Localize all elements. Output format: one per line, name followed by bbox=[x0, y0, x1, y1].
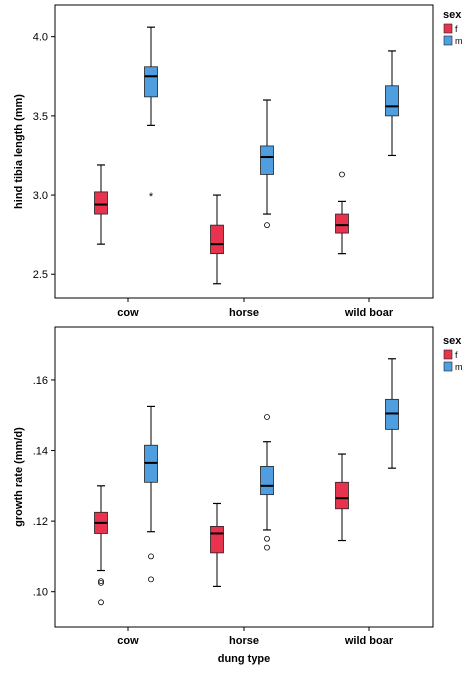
legend-entry-f: f bbox=[455, 24, 458, 34]
outlier-point bbox=[264, 222, 270, 229]
legend: sex fm bbox=[443, 335, 463, 372]
outlier-point bbox=[98, 578, 104, 585]
box-f-horse bbox=[210, 502, 224, 588]
y-tick-label: 3.5 bbox=[33, 111, 48, 123]
box-body bbox=[210, 224, 224, 255]
y-tick-label: .12 bbox=[33, 516, 48, 528]
y-tick-label: 4.0 bbox=[33, 32, 48, 44]
box-m-horse bbox=[260, 414, 274, 551]
outlier-point bbox=[98, 599, 104, 606]
box-body bbox=[94, 191, 108, 215]
outlier-point bbox=[264, 544, 270, 551]
box-m-wild-boar bbox=[385, 50, 399, 157]
y-axis-title: hind tibia length (mm) bbox=[13, 94, 25, 209]
y-tick-label: 3.0 bbox=[33, 190, 48, 202]
box-body bbox=[260, 466, 274, 496]
legend-entry-m: m bbox=[455, 362, 463, 372]
x-category-label: wild boar bbox=[344, 635, 394, 647]
x-category-label: cow bbox=[117, 635, 139, 647]
legend-title: sex bbox=[443, 9, 462, 21]
chart-panel-2: .10 .12 .14 .16 growth rate (mm/d) cow horse wi… bbox=[13, 326, 463, 665]
legend-title: sex bbox=[443, 335, 462, 347]
box-f-wild-boar bbox=[335, 453, 349, 542]
plot-frame bbox=[54, 326, 434, 628]
legend-swatch-f bbox=[443, 349, 453, 360]
box-body bbox=[335, 481, 349, 510]
box-body bbox=[385, 85, 399, 117]
box-body bbox=[144, 66, 158, 98]
legend: sex fm bbox=[443, 9, 463, 46]
y-tick-label: .14 bbox=[33, 446, 48, 458]
legend-swatch-m bbox=[443, 361, 453, 372]
outlier-point bbox=[264, 414, 270, 420]
box-f-cow bbox=[94, 485, 108, 606]
box-m-cow: * bbox=[144, 26, 158, 203]
box-m-cow bbox=[144, 405, 158, 583]
box-body bbox=[335, 213, 349, 234]
outlier-point bbox=[264, 535, 270, 542]
box-f-cow bbox=[94, 164, 108, 245]
box-f-wild-boar bbox=[335, 171, 349, 255]
plot-frame bbox=[54, 4, 434, 299]
legend-swatch-f bbox=[443, 23, 453, 34]
box-m-wild-boar bbox=[385, 358, 399, 469]
legend-entry-f: f bbox=[455, 350, 458, 360]
chart-panel-1: 2.5 3.0 3.5 4.0 hind tibia length (mm) cow hor… bbox=[13, 4, 463, 319]
x-category-label: horse bbox=[229, 307, 259, 319]
y-tick-label: .16 bbox=[33, 375, 48, 387]
y-tick-label: 2.5 bbox=[33, 269, 48, 281]
x-axis-title: dung type bbox=[218, 653, 271, 665]
y-tick-label: .10 bbox=[33, 587, 48, 599]
x-category-label: cow bbox=[117, 307, 139, 319]
box-body bbox=[210, 526, 224, 554]
outlier-point bbox=[148, 576, 154, 583]
outlier-point bbox=[339, 171, 345, 178]
extreme-point: * bbox=[149, 191, 154, 203]
y-axis-title: growth rate (mm/d) bbox=[13, 427, 25, 527]
outlier-point bbox=[98, 579, 104, 586]
legend-entry-m: m bbox=[455, 36, 463, 46]
box-f-horse bbox=[210, 194, 224, 285]
outlier-point bbox=[148, 553, 154, 560]
x-category-label: horse bbox=[229, 635, 259, 647]
box-m-horse bbox=[260, 99, 274, 229]
x-category-label: wild boar bbox=[344, 307, 394, 319]
legend-swatch-m bbox=[443, 35, 453, 46]
box-body bbox=[260, 145, 274, 175]
